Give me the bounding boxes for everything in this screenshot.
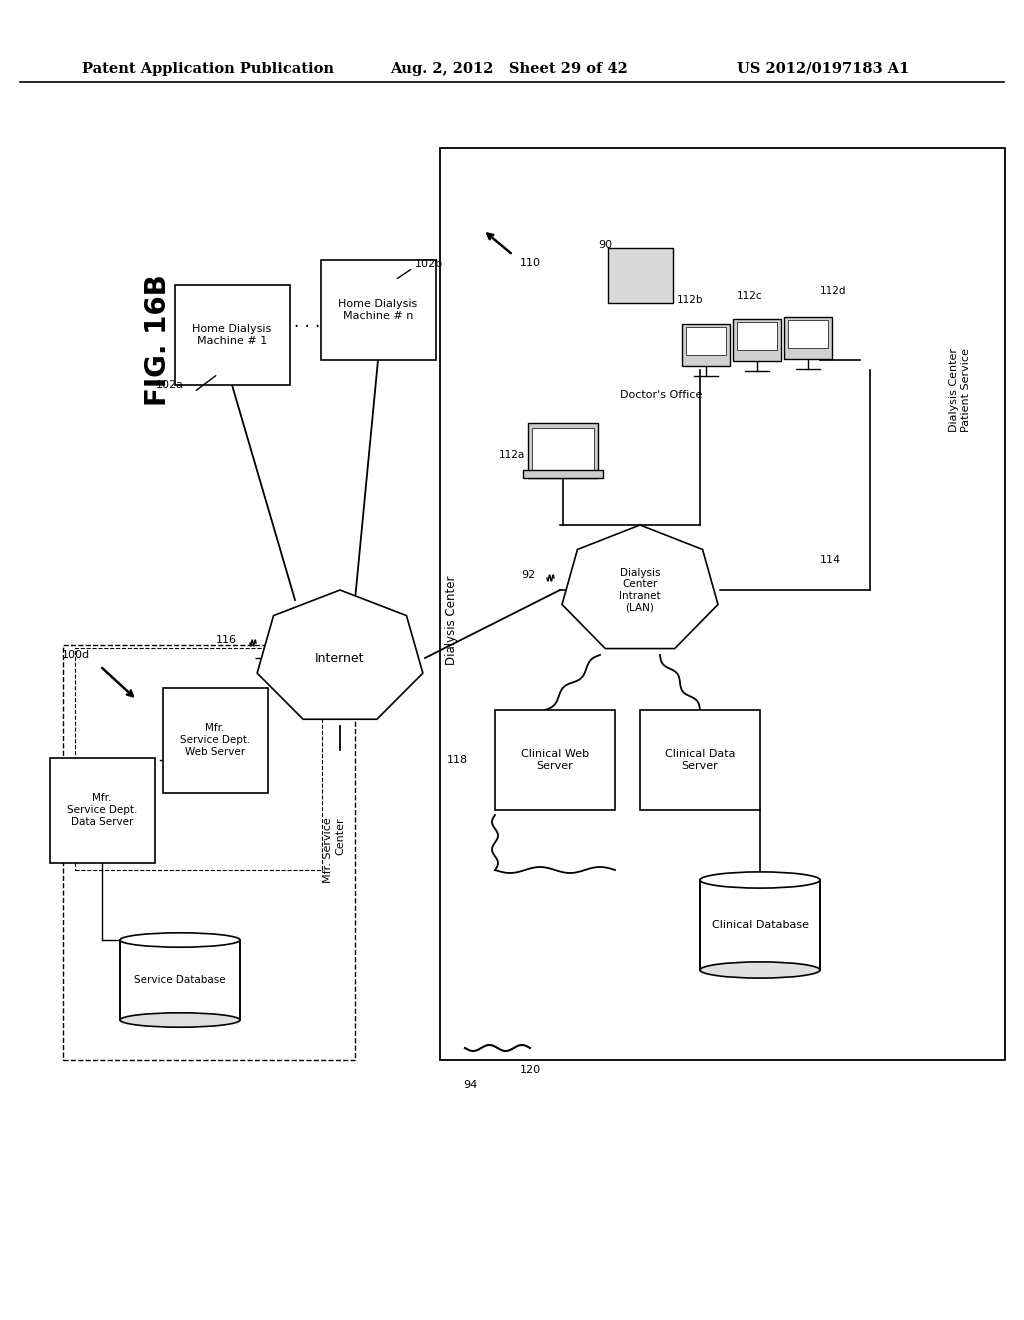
Text: US 2012/0197183 A1: US 2012/0197183 A1 (737, 62, 909, 77)
Text: Patent Application Publication: Patent Application Publication (82, 62, 334, 77)
Polygon shape (257, 590, 423, 719)
Text: Mfr.
Service Dept.
Data Server: Mfr. Service Dept. Data Server (67, 793, 137, 826)
Text: Dialysis Center
Patient Service: Dialysis Center Patient Service (949, 348, 971, 432)
Text: Home Dialysis
Machine # 1: Home Dialysis Machine # 1 (193, 325, 271, 346)
Text: 118: 118 (446, 755, 468, 766)
Text: 116: 116 (216, 635, 237, 645)
Text: 112a: 112a (499, 450, 525, 459)
Text: Clinical Web
Server: Clinical Web Server (521, 750, 589, 771)
Text: 90: 90 (598, 240, 612, 249)
Bar (321, 260, 435, 360)
Text: Mfr.
Service Dept.
Web Server: Mfr. Service Dept. Web Server (180, 723, 250, 756)
Bar (532, 428, 594, 473)
Bar (440, 148, 1005, 1060)
Bar (607, 248, 673, 302)
Text: Doctor's Office: Doctor's Office (620, 389, 702, 400)
Bar (700, 880, 820, 970)
Text: 114: 114 (820, 554, 841, 565)
Bar (120, 940, 240, 1020)
Text: 100d: 100d (61, 649, 90, 660)
Bar (174, 285, 290, 385)
Bar (495, 710, 615, 810)
Text: Aug. 2, 2012   Sheet 29 of 42: Aug. 2, 2012 Sheet 29 of 42 (390, 62, 628, 77)
Bar (686, 327, 726, 355)
Bar (523, 470, 603, 478)
Bar (737, 322, 777, 350)
Bar (682, 323, 730, 366)
Text: Home Dialysis
Machine # n: Home Dialysis Machine # n (338, 300, 418, 321)
Text: Clinical Database: Clinical Database (712, 920, 809, 931)
Text: 102a: 102a (156, 380, 184, 389)
Text: Dialysis Center: Dialysis Center (445, 576, 459, 665)
Text: 120: 120 (519, 1065, 541, 1074)
Bar (63, 645, 355, 1060)
Text: . . .: . . . (294, 313, 321, 331)
Text: 92: 92 (521, 570, 535, 579)
Text: Dialysis
Center
Intranet
(LAN): Dialysis Center Intranet (LAN) (620, 568, 660, 612)
Text: 94: 94 (463, 1080, 477, 1090)
Text: Internet: Internet (315, 652, 365, 664)
Text: 112b: 112b (677, 294, 703, 305)
Bar (788, 319, 828, 348)
Polygon shape (562, 525, 718, 648)
Bar (528, 422, 598, 478)
Ellipse shape (120, 1012, 240, 1027)
Bar (75, 648, 322, 870)
Bar (640, 710, 760, 810)
Text: Clinical Data
Server: Clinical Data Server (665, 750, 735, 771)
Bar (784, 317, 831, 359)
Text: 112d: 112d (820, 286, 847, 296)
Ellipse shape (120, 933, 240, 948)
Ellipse shape (700, 962, 820, 978)
Bar (49, 758, 155, 862)
Text: FIG. 16B: FIG. 16B (144, 275, 172, 407)
Ellipse shape (700, 873, 820, 888)
Bar (163, 688, 267, 792)
Text: Mfr. Service
Center: Mfr. Service Center (324, 817, 345, 883)
Text: 112c: 112c (737, 290, 763, 301)
Bar (733, 319, 781, 360)
Text: 110: 110 (520, 257, 541, 268)
Text: 102b: 102b (415, 259, 443, 269)
Text: Service Database: Service Database (134, 975, 226, 985)
